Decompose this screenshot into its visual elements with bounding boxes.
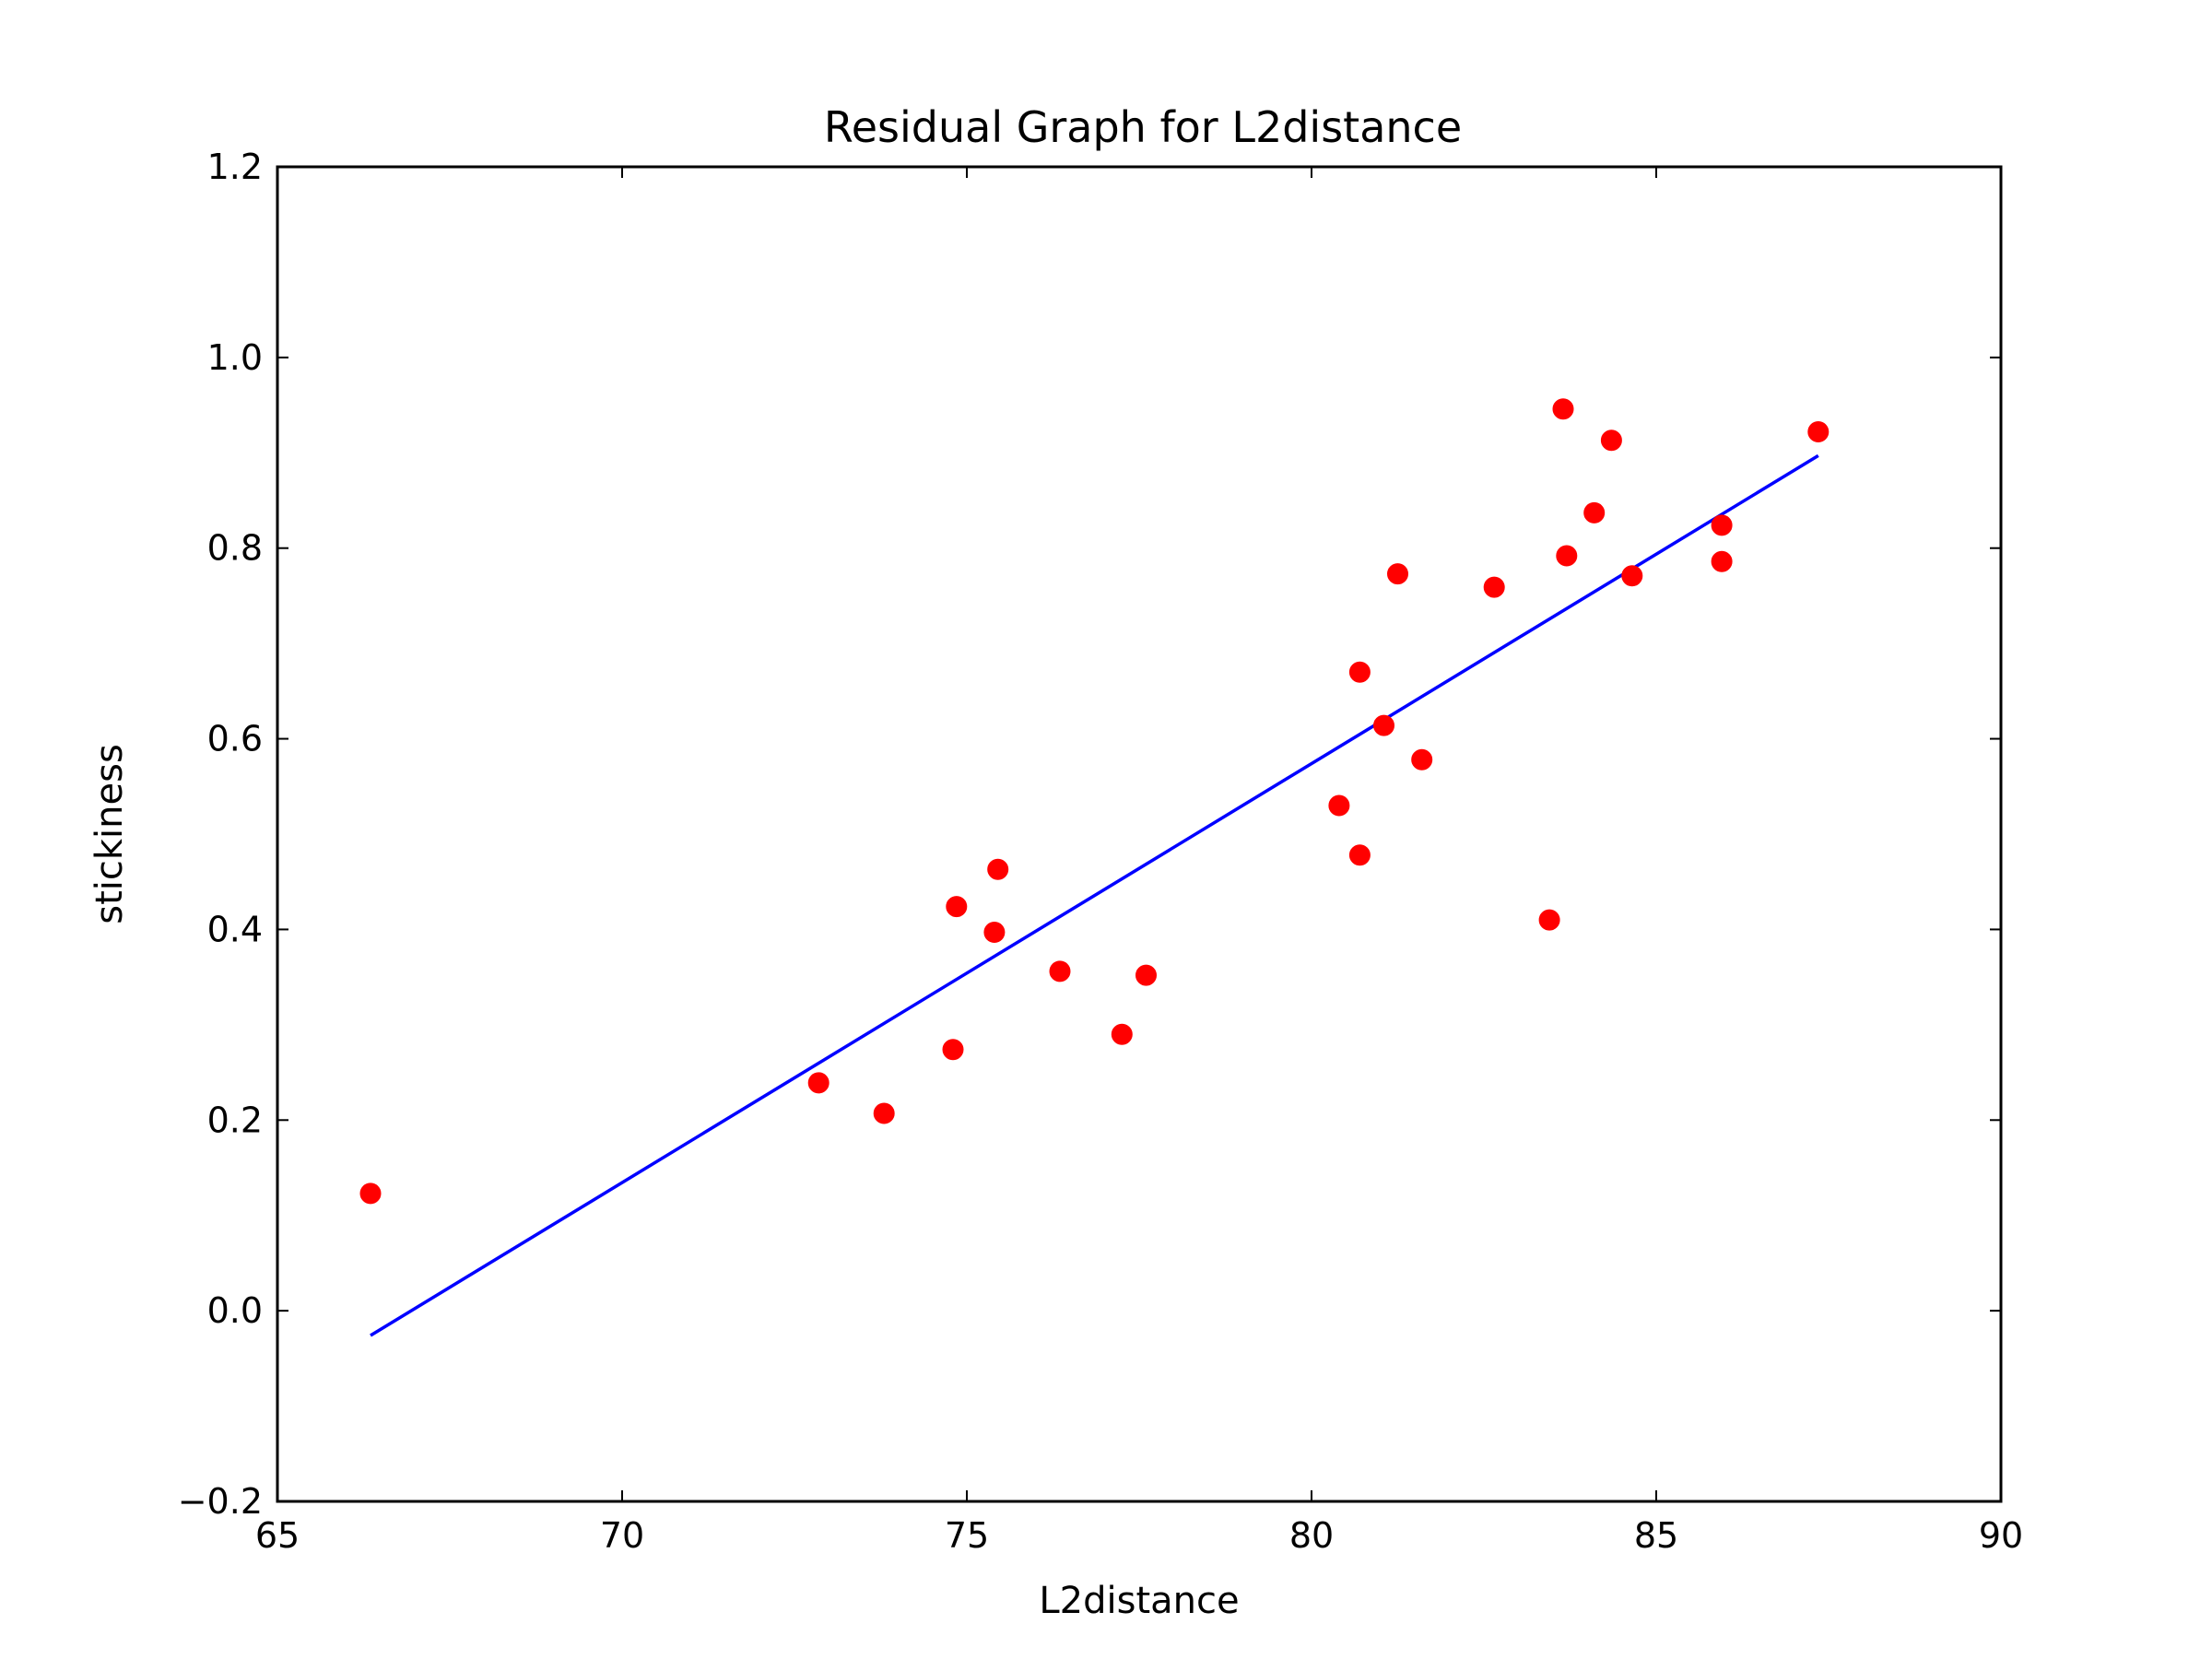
chart-title: Residual Graph for L2distance bbox=[824, 102, 1462, 152]
x-axis-title: L2distance bbox=[1039, 1580, 1239, 1622]
y-tick-label: −0.2 bbox=[178, 1481, 263, 1522]
data-point-15 bbox=[1387, 563, 1408, 585]
x-tick-label: 70 bbox=[600, 1515, 644, 1556]
y-axis-title: stickiness bbox=[88, 744, 131, 924]
data-point-13 bbox=[1348, 844, 1371, 866]
data-point-22 bbox=[1600, 429, 1622, 452]
y-tick-label: 0.4 bbox=[207, 909, 263, 949]
x-tick-label: 65 bbox=[255, 1515, 300, 1556]
data-point-23 bbox=[1621, 565, 1643, 587]
y-tick-label: 0.2 bbox=[207, 1100, 263, 1140]
x-tick-label: 85 bbox=[1634, 1515, 1678, 1556]
data-point-26 bbox=[1807, 421, 1830, 442]
data-point-6 bbox=[983, 922, 1006, 943]
data-point-20 bbox=[1556, 545, 1578, 567]
data-point-10 bbox=[1135, 964, 1157, 986]
x-tick-label: 75 bbox=[945, 1515, 989, 1556]
axis-ticks: 65 70 75 80 85 90 −0.2 0.0 0.2 0.4 0.6 0.8 1.0 1.2 bbox=[178, 147, 2023, 1556]
data-point-25 bbox=[1711, 550, 1733, 572]
data-point-1 bbox=[359, 1182, 382, 1205]
data-point-14 bbox=[1373, 714, 1394, 736]
data-point-2 bbox=[807, 1072, 830, 1094]
plot-frame bbox=[276, 165, 2003, 1503]
data-point-24 bbox=[1711, 514, 1733, 536]
data-point-19 bbox=[1552, 398, 1574, 420]
data-point-5 bbox=[946, 896, 968, 918]
data-point-11 bbox=[1328, 794, 1350, 817]
data-point-16 bbox=[1411, 748, 1433, 771]
x-tick-label: 80 bbox=[1289, 1515, 1334, 1556]
y-tick-label: 1.2 bbox=[207, 147, 263, 187]
data-point-3 bbox=[873, 1102, 895, 1124]
data-point-9 bbox=[1111, 1023, 1133, 1045]
data-point-21 bbox=[1583, 501, 1606, 524]
y-tick-label: 0.8 bbox=[207, 528, 263, 569]
y-tick-label: 0.6 bbox=[207, 719, 263, 759]
data-point-17 bbox=[1483, 576, 1505, 598]
data-point-18 bbox=[1538, 909, 1560, 931]
data-point-8 bbox=[1049, 960, 1071, 982]
plot-marks bbox=[359, 398, 1830, 1337]
data-point-4 bbox=[942, 1039, 964, 1061]
data-point-12 bbox=[1348, 661, 1371, 683]
data-point-7 bbox=[987, 858, 1009, 880]
fit-line bbox=[370, 453, 1819, 1337]
x-tick-label: 90 bbox=[1979, 1515, 2023, 1556]
y-tick-label: 1.0 bbox=[207, 337, 263, 378]
y-tick-label: 0.0 bbox=[207, 1290, 263, 1331]
